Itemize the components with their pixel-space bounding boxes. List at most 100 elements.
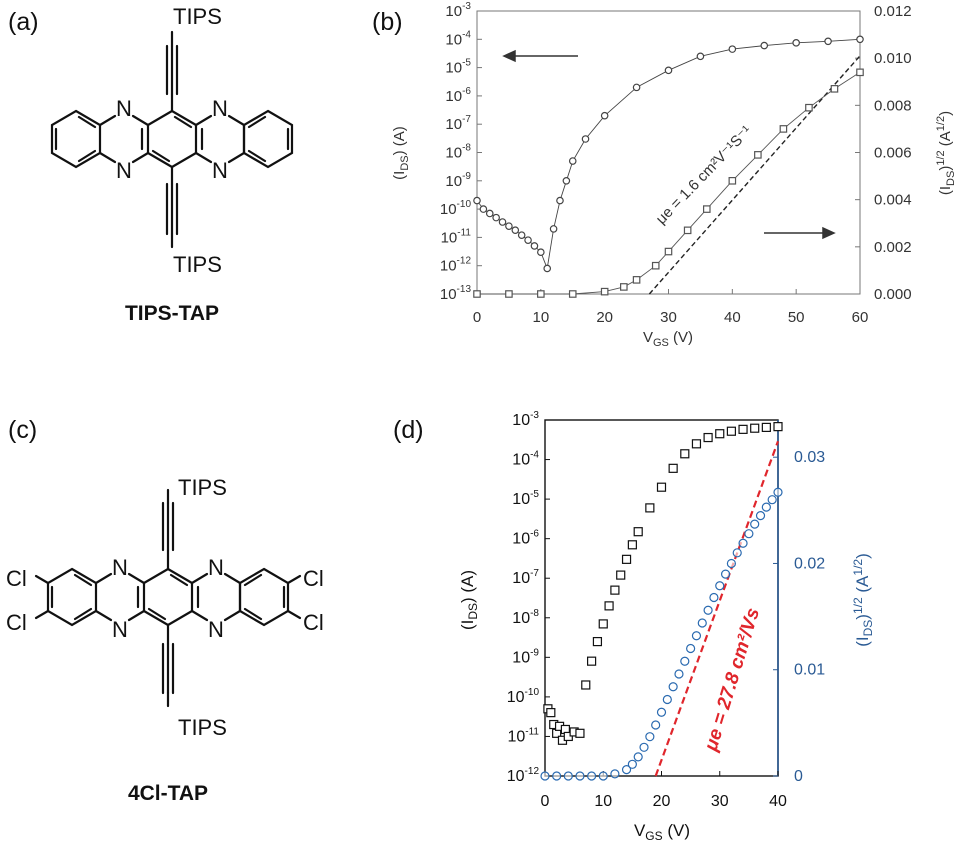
y-right-tick-label: 0.006 <box>874 145 912 162</box>
data-point-circle <box>632 83 641 92</box>
data-point-square <box>598 619 608 629</box>
data-point-circle <box>728 45 737 53</box>
data-point-circle <box>696 52 705 61</box>
data-point-circle <box>568 157 577 165</box>
data-point-circle <box>562 177 571 185</box>
tick-label: 10-10 <box>507 687 540 706</box>
tips-bottom-label: TIPS <box>173 252 222 277</box>
tick-label: 10-4 <box>445 29 471 48</box>
data-point-circle <box>755 511 766 521</box>
data-point-circle <box>726 558 737 569</box>
data-point-square <box>683 226 692 235</box>
y-right-tick-label: 0.002 <box>874 239 912 256</box>
data-point-square <box>621 554 632 564</box>
data-point-circle <box>656 707 667 717</box>
data-point-square <box>616 570 626 580</box>
data-point-circle <box>479 205 488 213</box>
data-point-square <box>604 601 614 611</box>
x-tick-label: 40 <box>724 309 741 326</box>
data-point-circle <box>824 37 832 46</box>
x-tick-label: 0 <box>473 309 481 326</box>
data-point-square <box>715 429 725 439</box>
data-point-circle <box>750 519 760 529</box>
data-point-square <box>761 422 771 433</box>
data-point-square <box>703 432 713 443</box>
data-point-square <box>664 247 673 256</box>
data-point-square <box>651 261 660 270</box>
panel-label-b: (b) <box>372 8 403 36</box>
data-point-square <box>856 68 864 77</box>
data-point-circle <box>680 656 690 666</box>
data-point-circle <box>686 643 696 654</box>
y-axis-left-label-d: (IDS) (A) <box>458 570 480 630</box>
molecule-name-4cl-tap: 4Cl-TAP <box>128 782 208 805</box>
x-tick-label: 10 <box>532 309 549 326</box>
y-right-tick-label: 0.008 <box>874 97 912 114</box>
tick-label: 10-6 <box>445 86 471 105</box>
tips-top-label: TIPS <box>178 475 227 500</box>
tips-tap-atom-labels: N N N N TIPS TIPS TIPS-TAP <box>116 4 228 325</box>
plot-frame <box>544 419 779 777</box>
tick-label: 10-5 <box>445 58 471 77</box>
data-point-square <box>632 276 641 284</box>
data-point-circle <box>767 495 777 505</box>
panel-label-a: (a) <box>8 8 39 36</box>
data-point-circle <box>505 222 513 230</box>
chart-d: 0 10 20 30 40 10-12 10-11 10-10 10-9 10-8 10-7 10-6… <box>458 410 875 843</box>
4cl-tap-structure <box>34 488 302 708</box>
data-point-square <box>728 177 737 185</box>
data-point-circle <box>485 209 494 218</box>
y-right-tick-label: 0.010 <box>874 50 912 67</box>
data-point-circle <box>691 631 702 641</box>
tick-label: 10-6 <box>512 529 539 548</box>
x-tick-label: 60 <box>852 309 869 326</box>
data-point-circle <box>709 592 719 603</box>
data-point-square <box>668 463 678 473</box>
data-point-square <box>620 283 628 291</box>
data-point-circle <box>720 569 731 579</box>
data-point-square <box>575 728 585 738</box>
tick-label: 10-3 <box>445 1 471 20</box>
data-point-square <box>633 527 643 537</box>
data-point-circle <box>744 529 754 539</box>
tips-tap-structure <box>50 30 294 249</box>
data-point-square <box>537 290 545 298</box>
data-point-square <box>546 708 556 718</box>
n-atom: N <box>112 555 128 580</box>
data-point-circle <box>761 502 771 512</box>
tick-label: 10-11 <box>507 726 539 745</box>
cl-atom: Cl <box>303 566 324 591</box>
x-tick-label: 50 <box>788 309 805 326</box>
data-point-circle <box>511 226 520 234</box>
data-point-square <box>656 482 667 492</box>
data-point-circle <box>639 742 649 752</box>
n-atom: N <box>112 617 128 642</box>
data-point-circle <box>621 765 632 775</box>
data-point-circle <box>530 242 539 250</box>
data-point-circle <box>651 720 661 730</box>
data-point-circle <box>473 196 481 205</box>
data-point-circle <box>524 236 532 244</box>
n-atom: N <box>208 555 224 580</box>
arrow-to-left-axis <box>502 49 578 63</box>
tick-label: 10-12 <box>440 256 472 275</box>
n-atom: N <box>116 158 132 183</box>
x-axis-label-b: VGS (V) <box>643 329 693 349</box>
panel-label-c: (c) <box>8 416 37 444</box>
x-tick-label: 30 <box>711 793 729 810</box>
tick-label: 10-7 <box>512 568 539 587</box>
y-right-tick-label: 0.000 <box>874 286 912 303</box>
data-point-circle <box>792 39 800 47</box>
x-tick-label: 0 <box>541 793 550 810</box>
n-atom: N <box>116 96 132 121</box>
tips-top-label: TIPS <box>173 4 222 29</box>
fit-line <box>648 55 861 295</box>
data-point-circle <box>549 225 558 233</box>
y-right-tick-label: 0.012 <box>874 3 912 20</box>
tick-label: 10-9 <box>445 171 471 190</box>
x-tick-label: 10 <box>594 793 612 810</box>
data-point-circle <box>552 771 562 781</box>
data-point-square <box>610 585 620 595</box>
data-point-circle <box>703 605 713 615</box>
